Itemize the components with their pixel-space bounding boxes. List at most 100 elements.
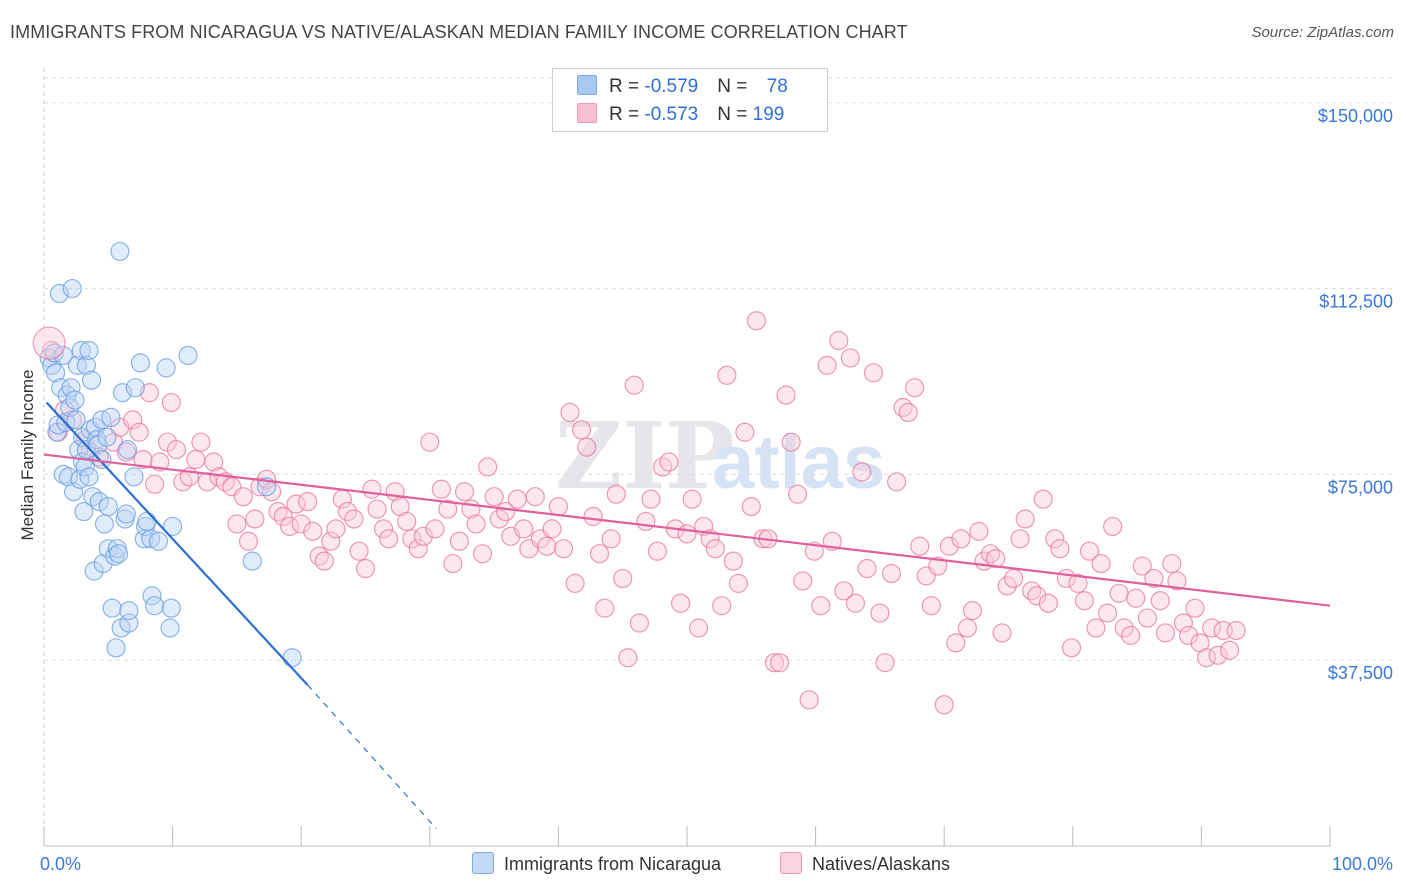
data-point bbox=[1050, 539, 1070, 559]
data-point bbox=[1074, 591, 1094, 611]
data-point bbox=[905, 378, 925, 398]
data-point bbox=[101, 407, 121, 428]
bottom-legend-label: Immigrants from Nicaragua bbox=[504, 854, 722, 874]
data-point bbox=[840, 348, 860, 368]
data-point bbox=[542, 519, 562, 539]
data-point bbox=[242, 551, 262, 571]
data-point bbox=[1162, 553, 1182, 574]
bottom-legend-swatch-pink bbox=[780, 852, 802, 874]
data-point bbox=[81, 370, 102, 390]
data-point bbox=[65, 390, 85, 410]
data-point bbox=[129, 422, 149, 442]
data-point bbox=[178, 345, 198, 366]
data-point bbox=[1114, 618, 1134, 638]
data-point bbox=[373, 519, 394, 539]
data-point bbox=[829, 331, 849, 351]
data-point bbox=[130, 353, 151, 373]
data-point bbox=[525, 487, 545, 507]
data-point bbox=[537, 536, 557, 556]
data-point bbox=[735, 422, 755, 442]
data-point bbox=[1045, 529, 1065, 549]
data-point bbox=[962, 601, 983, 621]
data-point bbox=[291, 514, 311, 534]
data-point bbox=[117, 440, 138, 460]
data-point bbox=[123, 410, 143, 430]
data-point bbox=[282, 648, 302, 668]
data-point bbox=[1027, 586, 1047, 606]
trend-lines bbox=[43, 401, 1331, 830]
data-point bbox=[583, 506, 603, 527]
data-point bbox=[238, 531, 259, 551]
data-point bbox=[161, 598, 181, 618]
data-point bbox=[321, 531, 341, 551]
data-point bbox=[1144, 568, 1164, 589]
data-point bbox=[156, 358, 176, 378]
data-point bbox=[1173, 613, 1193, 633]
data-point bbox=[741, 496, 761, 517]
data-point bbox=[98, 496, 118, 517]
data-point bbox=[496, 501, 516, 522]
chart-title: IMMIGRANTS FROM NICARAGUA VS NATIVE/ALAS… bbox=[10, 22, 908, 42]
data-point bbox=[969, 521, 989, 541]
data-point bbox=[1150, 591, 1170, 611]
data-point bbox=[560, 402, 580, 423]
data-point bbox=[102, 598, 122, 618]
data-point bbox=[1167, 571, 1187, 591]
y-tick-label: $75,000 bbox=[1328, 477, 1393, 497]
data-point bbox=[811, 596, 831, 616]
watermark-atlas: atlas bbox=[712, 420, 885, 505]
legend-row-nicaragua: R = -0.579 N = 78 bbox=[577, 75, 788, 105]
grid-lines bbox=[44, 77, 1395, 661]
data-point bbox=[397, 511, 417, 532]
data-point bbox=[298, 492, 318, 512]
legend-r-label: R = bbox=[609, 104, 645, 125]
bottom-legend-label: Natives/Alaskans bbox=[812, 854, 951, 874]
axes bbox=[43, 68, 1331, 847]
x-tick-label: 0.0% bbox=[40, 854, 81, 874]
data-point bbox=[62, 278, 82, 299]
data-point bbox=[79, 467, 99, 487]
data-point bbox=[51, 378, 71, 398]
data-point bbox=[402, 529, 422, 549]
legend-r-value: -0.579 bbox=[644, 76, 699, 97]
data-point bbox=[245, 509, 265, 529]
legend-n-value: 78 bbox=[766, 76, 788, 97]
legend-swatch-blue bbox=[577, 75, 597, 95]
data-point bbox=[472, 544, 493, 564]
data-point bbox=[624, 375, 644, 395]
data-point bbox=[163, 516, 183, 537]
data-point bbox=[133, 449, 153, 470]
data-point bbox=[449, 531, 469, 551]
data-point bbox=[595, 598, 615, 618]
data-point bbox=[799, 690, 819, 710]
data-point bbox=[781, 432, 801, 452]
data-point bbox=[787, 484, 808, 504]
data-point bbox=[71, 340, 91, 361]
data-point bbox=[1137, 608, 1157, 628]
data-point bbox=[898, 402, 918, 423]
data-point bbox=[601, 529, 621, 549]
data-point bbox=[670, 593, 691, 613]
data-point bbox=[125, 378, 145, 398]
data-point bbox=[166, 440, 187, 460]
data-point bbox=[1038, 593, 1058, 613]
data-point bbox=[857, 558, 877, 579]
bottom-legend-natives: Natives/Alaskans bbox=[780, 852, 950, 875]
data-point bbox=[173, 472, 193, 492]
data-point bbox=[928, 556, 948, 576]
y-tick-label: $112,500 bbox=[1319, 292, 1393, 312]
data-point bbox=[79, 340, 99, 361]
data-point bbox=[137, 511, 157, 532]
data-point bbox=[119, 601, 139, 621]
data-point bbox=[94, 514, 115, 534]
data-point bbox=[141, 529, 161, 549]
data-point bbox=[647, 541, 668, 561]
data-point bbox=[186, 449, 206, 470]
data-point bbox=[870, 603, 890, 623]
data-point bbox=[618, 648, 638, 668]
legend-row-natives: R = -0.573 N = 199 bbox=[577, 103, 784, 133]
data-point bbox=[32, 326, 66, 360]
data-point bbox=[677, 524, 697, 544]
data-point bbox=[108, 544, 129, 564]
